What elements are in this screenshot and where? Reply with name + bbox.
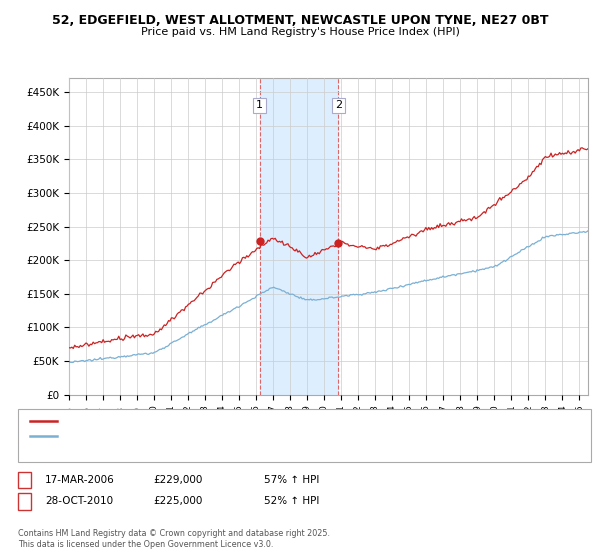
- Bar: [260, 78, 338, 395]
- Text: 52, EDGEFIELD, WEST ALLOTMENT, NEWCASTLE UPON TYNE, NE27 0BT (semi-detached hous: 52, EDGEFIELD, WEST ALLOTMENT, NEWCASTLE…: [60, 417, 472, 426]
- Text: Price paid vs. HM Land Registry's House Price Index (HPI): Price paid vs. HM Land Registry's House …: [140, 27, 460, 37]
- Text: 57% ↑ HPI: 57% ↑ HPI: [264, 475, 319, 485]
- Text: 1: 1: [256, 100, 263, 110]
- Text: HPI: Average price, semi-detached house, North Tyneside: HPI: Average price, semi-detached house,…: [60, 431, 308, 440]
- Text: 1: 1: [21, 475, 28, 485]
- Text: £225,000: £225,000: [153, 496, 202, 506]
- Text: 52% ↑ HPI: 52% ↑ HPI: [264, 496, 319, 506]
- Text: 17-MAR-2006: 17-MAR-2006: [45, 475, 115, 485]
- Text: 2: 2: [21, 496, 28, 506]
- Text: 52, EDGEFIELD, WEST ALLOTMENT, NEWCASTLE UPON TYNE, NE27 0BT: 52, EDGEFIELD, WEST ALLOTMENT, NEWCASTLE…: [52, 14, 548, 27]
- Text: Contains HM Land Registry data © Crown copyright and database right 2025.
This d: Contains HM Land Registry data © Crown c…: [18, 529, 330, 549]
- Text: 28-OCT-2010: 28-OCT-2010: [45, 496, 113, 506]
- Text: 2: 2: [335, 100, 342, 110]
- Text: £229,000: £229,000: [153, 475, 202, 485]
